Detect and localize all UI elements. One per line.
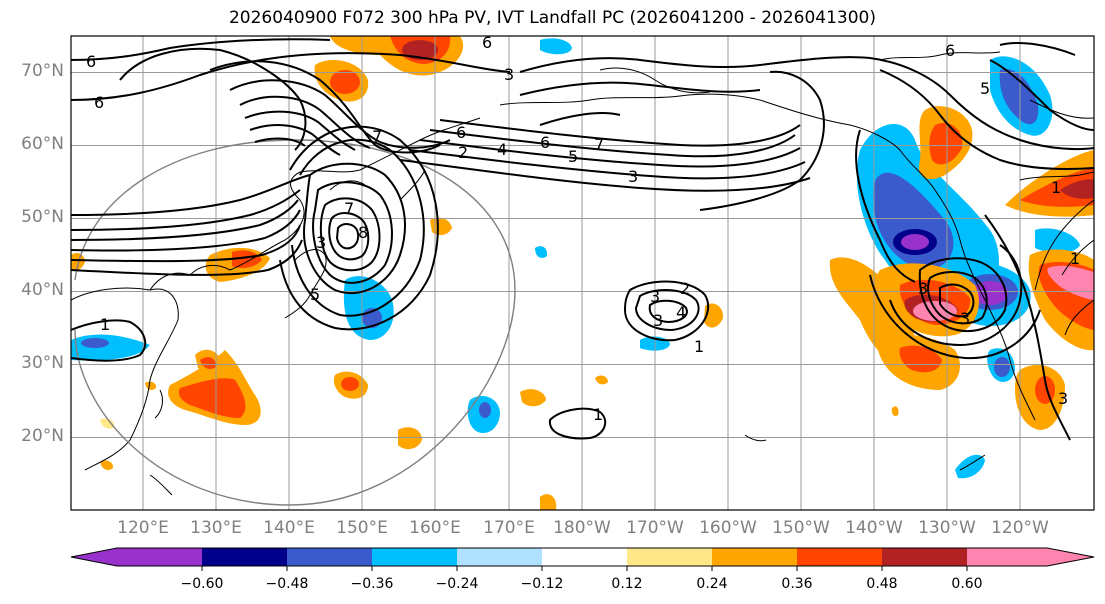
contour-label: 2 (458, 143, 468, 162)
contour-label: 7 (344, 199, 354, 218)
colorbar-tick-label: 0.36 (781, 576, 813, 592)
contour-label: 3 (653, 311, 663, 330)
colorbar-tick-label: −0.12 (520, 576, 564, 592)
map-frame (70, 35, 1095, 511)
contour-label: 5 (980, 79, 990, 98)
colorbar-tick-label: 0.12 (611, 576, 643, 592)
lat-label-30n: 30°N (21, 353, 64, 373)
contour-label: 1 (694, 337, 704, 356)
colorbar-bin (627, 548, 712, 566)
lon-label: 140°E (263, 518, 315, 538)
lon-label: 160°W (699, 518, 757, 538)
colorbar-bin (712, 548, 797, 566)
contour-label: 3 (316, 233, 326, 252)
lon-label: 170°W (626, 518, 684, 538)
colorbar-extend-low (71, 548, 117, 566)
lon-label: 150°E (336, 518, 388, 538)
colorbar-bin (372, 548, 457, 566)
lon-label: 180°W (553, 518, 611, 538)
lon-label: 120°E (117, 518, 169, 538)
contour-label: 1 (100, 315, 110, 334)
lon-label: 170°E (483, 518, 535, 538)
contour-label: 6 (482, 33, 492, 52)
contour-label: 3 (960, 309, 970, 328)
lat-label-70n: 70°N (21, 61, 64, 81)
lon-label: 130°W (918, 518, 976, 538)
colorbar-tick-label: 0.24 (696, 576, 728, 592)
colorbar-bin (202, 548, 287, 566)
contour-label: 1 (1051, 178, 1061, 197)
contour-label: 6 (456, 123, 466, 142)
colorbar-bin (542, 548, 627, 566)
contour-label: 7 (372, 127, 382, 146)
colorbar-bin (797, 548, 882, 566)
contour-label: 6 (86, 52, 96, 71)
colorbar-tick-label: −0.24 (435, 576, 479, 592)
colorbar-tick-label: −0.60 (180, 576, 224, 592)
lat-label-60n: 60°N (21, 134, 64, 154)
great-circle (74, 139, 516, 506)
contour-label: 4 (676, 303, 686, 322)
lon-label: 160°E (409, 518, 461, 538)
lat-label-40n: 40°N (21, 280, 64, 300)
contour-label: 3 (504, 65, 514, 84)
contour-label: 2 (680, 279, 690, 298)
colorbar-tick-label: −0.48 (265, 576, 309, 592)
contour-label: 7 (594, 135, 604, 154)
contour-labels: 6 6 6 3 7 2 4 6 5 7 3 6 7 8 5 3 1 3 2 4 … (86, 33, 1080, 424)
colorbar-bin (882, 548, 967, 566)
colorbar-bin (967, 548, 1047, 566)
colorbar (70, 547, 1095, 571)
contour-label: 5 (310, 285, 320, 304)
colorbar-bin (117, 548, 202, 566)
lon-label: 120°W (991, 518, 1049, 538)
colorbar-tick-label: 0.60 (951, 576, 983, 592)
colorbar-bin (457, 548, 542, 566)
contour-label: 5 (568, 147, 578, 166)
contour-label: 6 (945, 41, 955, 60)
chart-title: 2026040900 F072 300 hPa PV, IVT Landfall… (228, 8, 876, 28)
colorbar-tick-label: 0.48 (866, 576, 898, 592)
contour-label: 3 (628, 167, 638, 186)
lon-label: 140°W (845, 518, 903, 538)
contour-label: 6 (540, 133, 550, 152)
contour-label: 3 (918, 279, 928, 298)
coastlines (71, 51, 1094, 496)
lat-label-50n: 50°N (21, 207, 64, 227)
colorbar-tick-label: −0.36 (350, 576, 394, 592)
contour-label: 1 (593, 405, 603, 424)
colorbar-extend-high (1047, 548, 1094, 566)
lon-label: 130°E (190, 518, 242, 538)
contour-label: 3 (650, 287, 660, 306)
contour-label: 6 (94, 93, 104, 112)
contour-label: 8 (358, 223, 368, 242)
contour-label: 4 (497, 140, 507, 159)
colorbar-bin (287, 548, 372, 566)
lat-label-20n: 20°N (21, 426, 64, 446)
contour-label: 3 (1058, 389, 1068, 408)
pv-contours (71, 38, 1094, 441)
lon-label: 150°W (772, 518, 830, 538)
contour-label: 1 (1070, 249, 1080, 268)
